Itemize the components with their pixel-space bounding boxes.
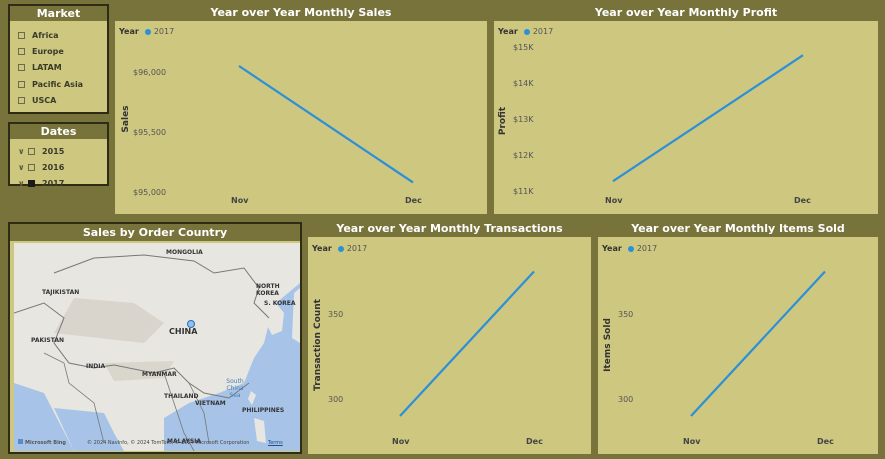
map-label-china: CHINA <box>169 327 198 336</box>
map-label-myanmar: MYANMAR <box>142 371 177 378</box>
map-label-south-korea: S. KOREA <box>264 300 296 307</box>
profit-chart[interactable]: Year over Year Monthly Profit Year 2017 P… <box>494 4 878 214</box>
sales-line-plot <box>238 65 414 184</box>
series-line-2017[interactable] <box>612 54 804 183</box>
map-copyright: © 2024 NavInfo, © 2024 TomTom, © 2024 Mi… <box>87 440 250 446</box>
profit-x-tick: Nov <box>605 196 623 205</box>
items-sold-legend[interactable]: Year 2017 <box>602 244 658 253</box>
chevron-down-icon[interactable]: ∨ <box>18 146 25 156</box>
items-sold-y-tick: 350 <box>618 310 634 319</box>
market-slicer-title: Market <box>10 6 107 21</box>
sales-legend[interactable]: Year 2017 <box>119 27 175 36</box>
transactions-x-tick: Dec <box>526 437 543 446</box>
map-label-tajikistan: TAJIKISTAN <box>42 289 80 296</box>
bing-logo: Microsoft Bing <box>18 439 66 446</box>
checkbox-icon[interactable] <box>18 96 25 104</box>
sales-y-tick: $95,000 <box>133 188 167 197</box>
profit-y-tick: $13K <box>513 115 534 124</box>
transactions-chart[interactable]: Year over Year Monthly Transactions Year… <box>308 220 591 454</box>
profit-x-tick: Dec <box>794 196 811 205</box>
transactions-line-plot <box>399 270 535 417</box>
dates-slicer-title: Dates <box>10 124 107 139</box>
sales-x-tick: Dec <box>405 196 422 205</box>
checkbox-icon[interactable] <box>18 47 25 55</box>
sales-chart-title: Year over Year Monthly Sales <box>115 4 487 21</box>
legend-dot-icon <box>144 28 151 35</box>
items-sold-line-plot <box>690 270 826 417</box>
map-location-marker[interactable] <box>187 320 195 328</box>
legend-dot-icon <box>627 245 634 252</box>
profit-y-tick: $12K <box>513 151 534 160</box>
checkbox-icon[interactable] <box>18 63 25 71</box>
transactions-y-axis-label: Transaction Count <box>313 299 323 391</box>
chevron-down-icon[interactable]: ∨ <box>18 178 25 188</box>
market-item-africa[interactable]: Africa <box>18 28 59 42</box>
sales-y-tick: $95,500 <box>133 128 167 137</box>
checkbox-icon[interactable] <box>18 80 25 88</box>
items-sold-y-axis-label: Items Sold <box>603 318 613 372</box>
series-line-2017[interactable] <box>238 65 414 184</box>
sales-y-axis-label: Sales <box>121 105 131 133</box>
checkbox-icon[interactable] <box>18 31 25 39</box>
market-item-pacific-asia[interactable]: Pacific Asia <box>18 77 83 91</box>
sales-x-tick: Nov <box>231 196 249 205</box>
sales-chart[interactable]: Year over Year Monthly Sales Year 2017 Sa… <box>115 4 487 214</box>
profit-legend[interactable]: Year 2017 <box>498 27 554 36</box>
profit-y-tick: $15K <box>513 43 534 52</box>
transactions-y-tick: 350 <box>328 310 344 319</box>
profit-y-tick: $11K <box>513 187 534 196</box>
items-sold-y-tick: 300 <box>618 395 634 404</box>
market-item-europe[interactable]: Europe <box>18 44 64 58</box>
checkbox-icon[interactable] <box>28 147 35 155</box>
transactions-y-tick: 300 <box>328 395 344 404</box>
market-item-usca[interactable]: USCA <box>18 93 56 107</box>
map-shapes <box>14 254 300 451</box>
legend-dot-icon <box>337 245 344 252</box>
profit-chart-title: Year over Year Monthly Profit <box>494 4 878 21</box>
items-sold-chart[interactable]: Year over Year Monthly Items Sold Year 20… <box>598 220 878 454</box>
map-label-vietnam: VIETNAM <box>195 400 226 407</box>
map-label-philippines: PHILIPPINES <box>242 407 285 414</box>
profit-line-plot <box>612 54 804 183</box>
chevron-down-icon[interactable]: ∨ <box>18 162 25 172</box>
dates-item-2017[interactable]: ∨ 2017 <box>18 178 65 188</box>
transactions-chart-title: Year over Year Monthly Transactions <box>308 220 591 237</box>
map-canvas[interactable]: MONGOLIA TAJIKISTAN NORTH KOREA S. KOREA… <box>14 243 300 451</box>
checkbox-checked-icon[interactable] <box>28 179 35 187</box>
map-label-north-korea: NORTH KOREA <box>256 283 280 297</box>
legend-dot-icon <box>523 28 530 35</box>
map-terms-link[interactable]: Terms <box>268 440 283 446</box>
dates-item-2015[interactable]: ∨ 2015 <box>18 146 65 156</box>
map-visual[interactable]: Sales by Order Country MONGOLIA <box>8 222 302 454</box>
series-line-2017[interactable] <box>399 270 535 417</box>
map-label-south-china-sea: South China Sea <box>226 378 244 399</box>
market-item-latam[interactable]: LATAM <box>18 60 62 74</box>
profit-y-tick: $14K <box>513 79 534 88</box>
items-sold-x-tick: Dec <box>817 437 834 446</box>
transactions-legend[interactable]: Year 2017 <box>312 244 368 253</box>
dates-slicer: Dates ∨ 2015 ∨ 2016 ∨ 2017 <box>8 122 109 188</box>
items-sold-x-tick: Nov <box>683 437 701 446</box>
dates-item-2016[interactable]: ∨ 2016 <box>18 162 65 172</box>
market-slicer: Market Africa Europe LATAM Pacific Asia … <box>8 4 109 114</box>
map-label-mongolia: MONGOLIA <box>166 249 203 256</box>
map-label-pakistan: PAKISTAN <box>31 337 64 344</box>
items-sold-chart-title: Year over Year Monthly Items Sold <box>598 220 878 237</box>
map-title: Sales by Order Country <box>10 224 300 241</box>
map-label-india: INDIA <box>86 363 106 370</box>
sales-y-tick: $96,000 <box>133 68 167 77</box>
map-label-malaysia: MALAYSIA <box>167 438 202 445</box>
transactions-x-tick: Nov <box>392 437 410 446</box>
series-line-2017[interactable] <box>690 270 826 417</box>
map-label-thailand: THAILAND <box>164 393 199 400</box>
checkbox-icon[interactable] <box>28 163 35 171</box>
profit-y-axis-label: Profit <box>498 106 508 136</box>
